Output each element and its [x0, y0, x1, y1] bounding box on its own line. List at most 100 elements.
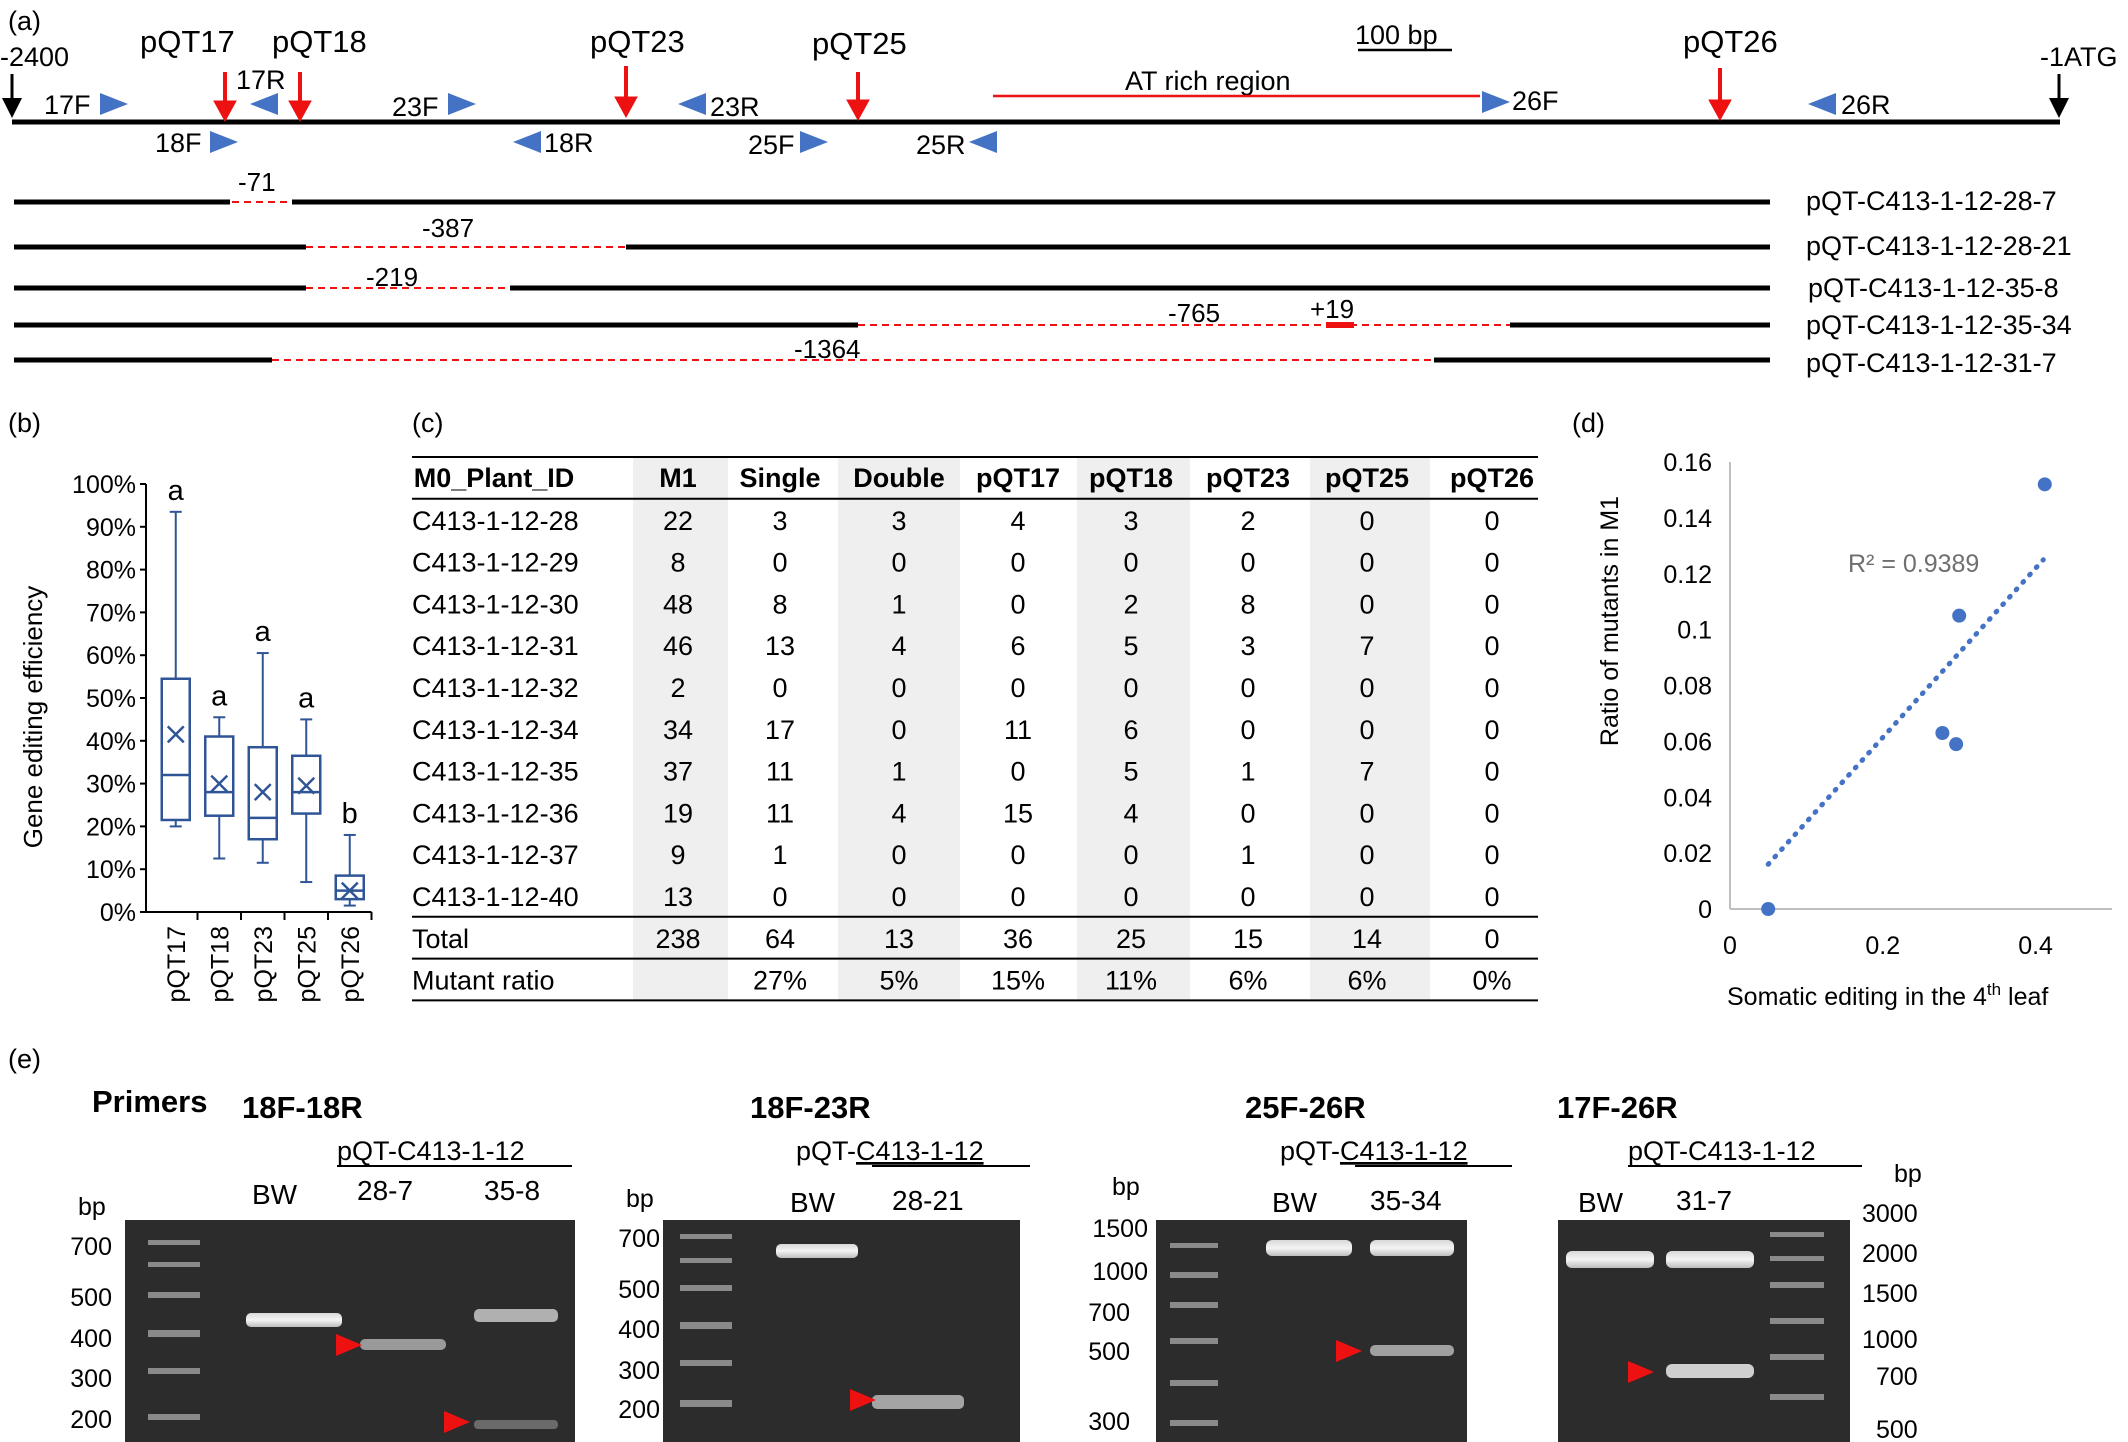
mutant-table: M0_Plant_ID M1 Single Double pQT17 pQT18 pQT23…: [412, 456, 1538, 1002]
ratio-cell: 15%: [991, 966, 1045, 996]
gel-line-label: pQT-C413-1-12: [1628, 1136, 1816, 1166]
bp-unit-label: bp: [1894, 1160, 1922, 1188]
primer-17f-label: 17F: [44, 90, 91, 120]
ladder-label: 500: [70, 1284, 112, 1312]
table-cell: 6: [1123, 715, 1138, 745]
gel-band: [1666, 1364, 1754, 1378]
promoter-start-label: -2400: [0, 42, 69, 72]
column-header: pQT17: [976, 463, 1060, 493]
gel-band: [1370, 1240, 1454, 1256]
gel-line-label: pQT-C413-1-12: [1280, 1136, 1468, 1166]
table-cell: 0: [1123, 882, 1138, 912]
panel-d-label: (d): [1572, 408, 1605, 438]
gel-line-label: pQT-C413-1-12: [796, 1136, 984, 1166]
table-cell: 0: [1010, 673, 1025, 703]
bp-unit-label: bp: [626, 1185, 654, 1213]
y-tick-label: 0.08: [1663, 673, 1712, 701]
target-arrow-head-pqt25: [846, 99, 870, 122]
site-label-pqt17: pQT17: [140, 24, 235, 59]
table-cell: 0: [1240, 548, 1255, 578]
total-cell: 36: [1003, 924, 1033, 954]
primer-23f-label: 23F: [392, 92, 439, 122]
ratio-cell: 6%: [1228, 966, 1267, 996]
table-cell: 0: [1484, 589, 1499, 619]
ladder-label: 700: [618, 1225, 660, 1253]
primer-18f-arrow: [210, 131, 238, 153]
y-tick-label: 100%: [72, 471, 136, 499]
significance-letter: a: [168, 475, 185, 507]
column-header: Double: [853, 463, 945, 493]
panel-d: (d) Ratio of mutants in M1 Somatic editi…: [1572, 408, 2112, 1011]
table-cell: 0: [1359, 840, 1374, 870]
gel-band: [360, 1339, 446, 1350]
column-header: Single: [739, 463, 820, 493]
table-cell: 0: [1359, 798, 1374, 828]
ladder-label: 1500: [1862, 1280, 1918, 1308]
table-cell: 37: [663, 757, 693, 787]
lane-label: 28-7: [357, 1175, 413, 1206]
ladder-label: 1000: [1092, 1258, 1148, 1286]
table-cell: 0: [1484, 840, 1499, 870]
ladder-label: 700: [1088, 1299, 1130, 1327]
panel-c-label: (c): [412, 408, 443, 438]
column-header: pQT23: [1206, 463, 1290, 493]
site-label-pqt26: pQT26: [1683, 24, 1778, 59]
table-cell: 13: [663, 882, 693, 912]
table-cell: 13: [765, 631, 795, 661]
data-point: [1952, 608, 1967, 623]
gel-primer-label: 18F-23R: [750, 1090, 871, 1125]
y-tick-label: 0.1: [1677, 617, 1712, 645]
table-cell: 11: [1004, 715, 1032, 745]
total-cell: 0: [1484, 924, 1499, 954]
table-cell: 1: [1240, 840, 1255, 870]
primer-25r-label: 25R: [916, 130, 966, 160]
primer-25f-arrow: [800, 131, 828, 153]
y-tick-label: 0.02: [1663, 840, 1712, 868]
band-arrow: [336, 1334, 362, 1356]
gel-band: [1266, 1240, 1352, 1256]
table-cell: 4: [1010, 506, 1025, 536]
table-cell: 0: [1010, 757, 1025, 787]
deletion-size-label: -1364: [794, 334, 861, 364]
primer-26f-arrow: [1482, 91, 1510, 113]
table-cell: 8: [1240, 589, 1255, 619]
table-cell: 3: [891, 506, 906, 536]
table-cell: 0: [1010, 840, 1025, 870]
ladder-label: 300: [618, 1357, 660, 1385]
gel-4: 17F-26R pQT-C413-1-12 BW 31-7 bp 3000 20…: [1557, 1090, 1922, 1442]
primer-23r-label: 23R: [710, 92, 760, 122]
gel-2: 18F-23R pQT-C413-1-12 BW 28-21 bp 700 50…: [618, 1090, 1030, 1442]
table-cell: C413-1-12-32: [412, 673, 579, 703]
ladder-label: 200: [70, 1406, 112, 1434]
mean-marker: [210, 774, 229, 793]
mean-marker: [166, 725, 185, 744]
primer-17r-label: 17R: [236, 65, 286, 95]
table-cell: 5: [1123, 757, 1138, 787]
ladder-label: 400: [70, 1325, 112, 1353]
band-arrow: [1628, 1361, 1654, 1383]
data-point: [1935, 725, 1950, 740]
table-cell: 17: [765, 715, 795, 745]
data-point: [1761, 902, 1776, 916]
mutant-line-label: pQT-C413-1-12-35-34: [1806, 310, 2072, 340]
primer-18r-label: 18R: [544, 128, 594, 158]
primer-18f-label: 18F: [155, 128, 202, 158]
panel-a-label: (a): [8, 6, 41, 36]
x-tick-label: pQT17: [163, 926, 191, 1002]
table-cell: 0: [1359, 506, 1374, 536]
bp-unit-label: bp: [78, 1193, 106, 1221]
table-cell: 22: [663, 506, 693, 536]
table-cell: 48: [663, 589, 693, 619]
table-cell: 34: [663, 715, 693, 745]
table-cell: 0: [1010, 882, 1025, 912]
table-cell: 3: [772, 506, 787, 536]
table-cell: 0: [891, 715, 906, 745]
at-rich-label: AT rich region: [1125, 66, 1291, 96]
y-tick-label: 70%: [86, 599, 136, 627]
panel-c: (c) M0_Plant_ID M1 Single Double pQT17 pQT18 p…: [412, 408, 1538, 1002]
table-cell: 0: [1359, 715, 1374, 745]
table-cell: 19: [663, 798, 693, 828]
table-cell: 4: [1123, 798, 1138, 828]
gel-primer-label: 17F-26R: [1557, 1090, 1678, 1125]
gel-band: [474, 1420, 558, 1429]
